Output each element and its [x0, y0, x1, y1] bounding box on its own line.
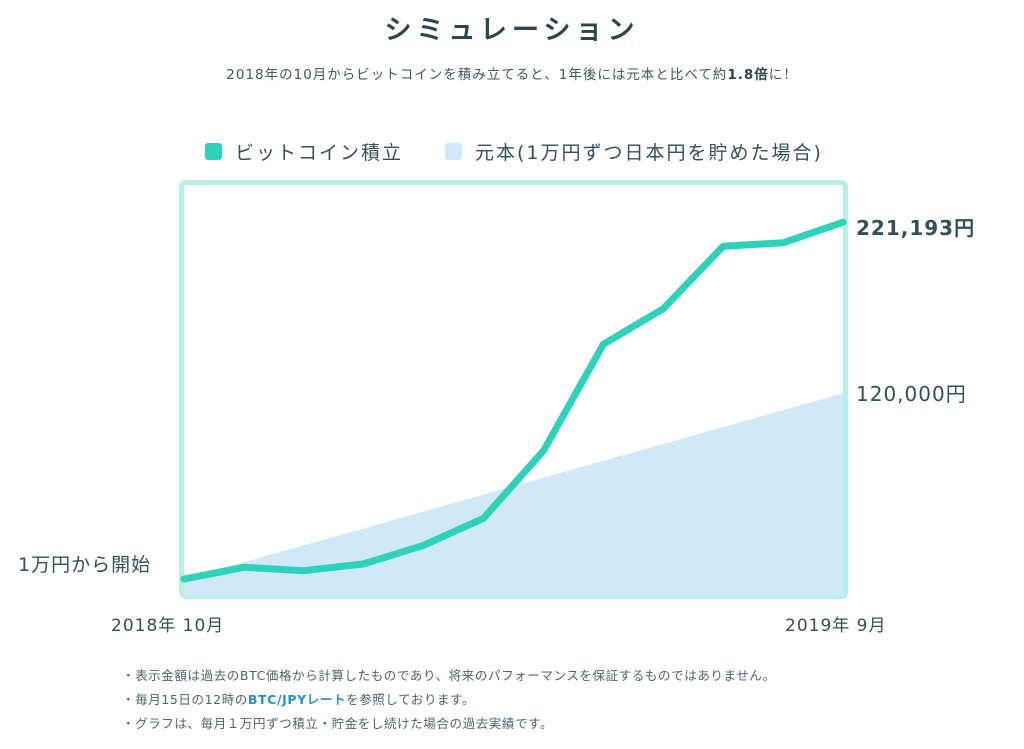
footnote-rate: ・毎月15日の12時のBTC/JPYレートを参照しております。: [122, 689, 475, 708]
bitcoin-point: [420, 542, 427, 549]
x-end-label: 2019年 9月: [785, 616, 887, 636]
footnote-rate-prefix: ・毎月15日の12時の: [122, 692, 248, 707]
bitcoin-point: [300, 567, 307, 574]
plot-area: [180, 218, 847, 596]
bitcoin-point: [540, 447, 547, 454]
footnote-disclaimer: ・表示金額は過去のBTC価格から計算したものであり、将来のパフォーマンスを保証す…: [122, 668, 776, 683]
bitcoin-point: [240, 564, 247, 571]
end-bitcoin-value: 221,193円: [856, 216, 976, 240]
legend-swatch-bitcoin: [205, 143, 222, 160]
legend-swatch-principal: [445, 143, 462, 160]
subtitle-text: 2018年の10月からビットコインを積み立てると、1年後には元本と比べて約: [226, 67, 728, 83]
start-label: 1万円から開始: [18, 554, 152, 576]
footnote-method: ・グラフは、毎月１万円ずつ積立・貯金をし続けた場合の過去実績です。: [122, 716, 554, 731]
bitcoin-point: [600, 341, 607, 348]
bitcoin-point: [480, 515, 487, 522]
footnote-rate-suffix: を参照しております。: [346, 692, 476, 707]
legend-label-bitcoin: ビットコイン積立: [235, 142, 404, 164]
end-principal-value: 120,000円: [856, 382, 967, 406]
legend-label-principal: 元本(1万円ずつ日本円を貯めた場合): [475, 142, 823, 164]
bitcoin-point: [780, 239, 787, 246]
subtitle-emphasis: 1.8倍: [727, 67, 769, 83]
bitcoin-point: [660, 305, 667, 312]
legend-item-bitcoin: ビットコイン積立: [205, 138, 403, 165]
bitcoin-point: [181, 576, 187, 583]
legend-item-principal: 元本(1万円ずつ日本円を貯めた場合): [445, 138, 823, 165]
x-start-label: 2018年 10月: [111, 616, 225, 636]
page-title: シミュレーション: [384, 15, 640, 46]
bitcoin-line: [180, 218, 847, 583]
chart-legend: ビットコイン積立 元本(1万円ずつ日本円を貯めた場合): [0, 138, 1024, 168]
principal-area: [184, 393, 843, 596]
bitcoin-point: [360, 560, 367, 567]
subtitle-suffix: に！: [768, 67, 798, 83]
bitcoin-point: [840, 219, 846, 226]
subtitle: 2018年の10月からビットコインを積み立てると、1年後には元本と比べて約1.8…: [0, 63, 1024, 83]
bitcoin-point: [720, 243, 727, 250]
btc-jpy-rate-link[interactable]: BTC/JPYレート: [247, 692, 347, 707]
